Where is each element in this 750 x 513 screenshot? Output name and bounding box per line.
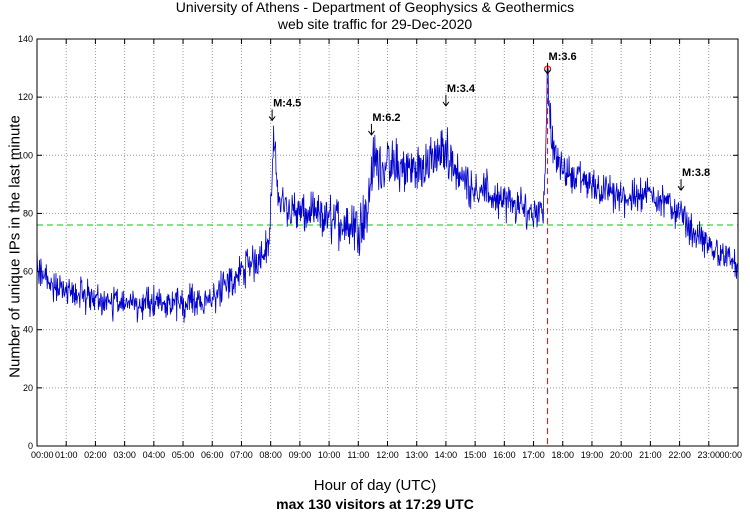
annotation-arrowhead (368, 130, 375, 136)
x-tick-label: 10:00 (318, 450, 341, 460)
x-tick-label: 19:00 (581, 450, 604, 460)
annotation-arrowhead (442, 101, 450, 107)
x-tick-label: 17:00 (522, 450, 545, 460)
y-tick-label: 80 (23, 208, 33, 218)
series-line (36, 67, 739, 323)
chart-title: University of Athens - Department of Geo… (175, 0, 575, 15)
y-tick-label: 120 (18, 92, 33, 102)
x-tick-label: 04:00 (143, 450, 166, 460)
x-tick-label: 07:00 (230, 450, 253, 460)
x-tick-label: 20:00 (610, 450, 633, 460)
annotation-label: M:3.4 (447, 83, 476, 95)
x-tick-label: 08:00 (259, 450, 282, 460)
annotation-arrowhead (677, 185, 685, 192)
x-tick-label: 12:00 (376, 450, 399, 460)
x-tick-label: 11:00 (347, 450, 369, 460)
x-tick-label: 14:00 (435, 450, 458, 460)
x-tick-label: 06:00 (201, 450, 224, 460)
annotation-arrowhead (268, 116, 276, 122)
annotation-label: M:4.5 (273, 97, 301, 109)
y-tick-label: 0 (28, 441, 33, 451)
x-tick-label: 21:00 (639, 450, 662, 460)
x-tick-label: 18:00 (551, 450, 574, 460)
x-tick-label: 03:00 (113, 450, 136, 460)
annotation-label: M:3.8 (682, 167, 710, 179)
x-axis-label: Hour of day (UTC) (313, 477, 437, 494)
x-tick-label: 05:00 (172, 450, 195, 460)
annotation-label: M:3.6 (549, 51, 577, 63)
x-tick-label: 13:00 (405, 450, 428, 460)
x-tick-label: 02:00 (84, 450, 107, 460)
annotation-arrowhead (544, 69, 551, 75)
chart-subtitle: web site traffic for 29-Dec-2020 (277, 16, 473, 32)
y-tick-label: 40 (23, 325, 33, 335)
x-tick-label: 16:00 (493, 450, 516, 460)
y-tick-label: 60 (23, 267, 33, 277)
x-tick-label: 00:00 (31, 450, 54, 460)
y-tick-label: 100 (18, 150, 33, 160)
x-tick-label: 23:00 (698, 450, 721, 460)
y-tick-label: 140 (18, 34, 33, 44)
annotation-label: M:6.2 (372, 112, 400, 124)
x-tick-label: 15:00 (464, 450, 487, 460)
x-tick-label: 00:00 (719, 450, 742, 460)
x-tick-label: 09:00 (289, 450, 312, 460)
max-visitors-note: max 130 visitors at 17:29 UTC (276, 496, 474, 512)
y-tick-label: 20 (23, 383, 33, 393)
x-tick-label: 22:00 (668, 450, 691, 460)
x-tick-label: 01:00 (55, 450, 78, 460)
